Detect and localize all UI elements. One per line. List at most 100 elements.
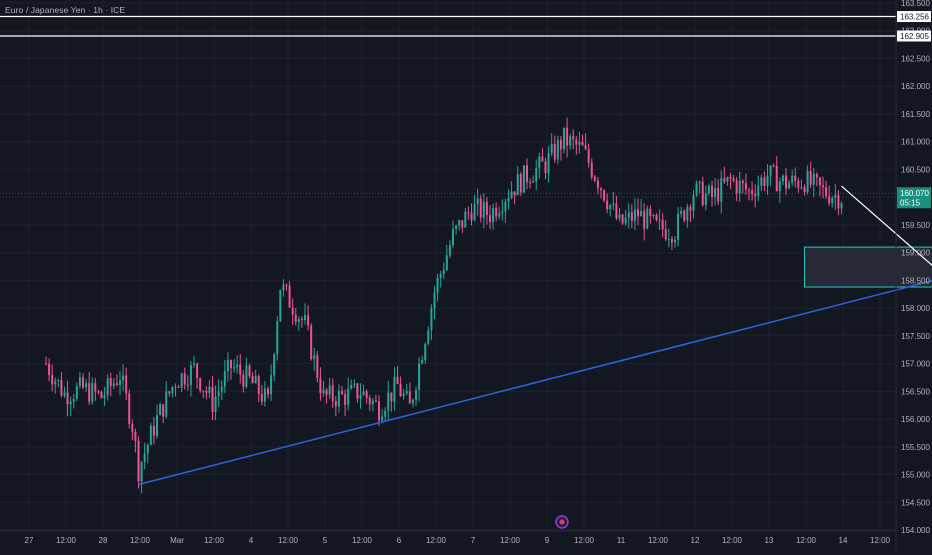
candle-body (227, 360, 229, 371)
candle-body (165, 391, 167, 416)
time-tick-label: 4 (249, 536, 254, 545)
candle-body (301, 319, 303, 320)
candle-body (282, 285, 284, 290)
candle-body (199, 378, 201, 390)
candle-body (332, 385, 334, 401)
candle-body (264, 389, 266, 402)
candle-body (261, 394, 263, 402)
candle-body (295, 315, 297, 322)
candle-body (187, 384, 189, 385)
candle-body (313, 355, 315, 359)
candle-body (344, 394, 346, 405)
candle-body (406, 391, 408, 393)
candle-body (292, 307, 294, 314)
level-price-label: 163.256 (900, 13, 929, 22)
candle-body (545, 162, 547, 174)
candle-body (751, 190, 753, 194)
candle-body (797, 181, 799, 188)
candle-body (591, 163, 593, 177)
candle-body (387, 393, 389, 411)
candle-body (609, 205, 611, 209)
price-tick-label: 158.000 (901, 304, 930, 313)
candle-body (671, 239, 673, 243)
candle-body (73, 399, 75, 402)
candle-body (508, 198, 510, 201)
candle-body (455, 226, 457, 229)
candle-body (267, 389, 269, 395)
candle-body (517, 174, 519, 195)
candle-body (637, 209, 639, 216)
candle-body (717, 188, 719, 202)
candle-body (560, 140, 562, 150)
price-tick-label: 161.000 (901, 138, 930, 147)
candle-body (397, 377, 399, 384)
candle-body (236, 365, 238, 368)
time-tick-label: 12:00 (870, 536, 891, 545)
candle-body (54, 381, 56, 384)
candle-body (258, 376, 260, 394)
price-tick-label: 154.500 (901, 498, 930, 507)
candle-body (233, 367, 235, 368)
candle-body (239, 365, 241, 375)
candle-body (245, 366, 247, 387)
candle-body (249, 366, 251, 376)
candle-body (640, 211, 642, 216)
candle-body (785, 176, 787, 189)
candle-body (652, 215, 654, 216)
level-price-label: 162.905 (900, 32, 929, 41)
candle-body (381, 417, 383, 421)
candle-body (85, 383, 87, 387)
candle-body (720, 178, 722, 202)
candle-body (810, 171, 812, 185)
candle-body (831, 198, 833, 203)
candle-body (356, 383, 358, 398)
candle-body (430, 308, 432, 330)
candle-body (523, 165, 525, 192)
candle-body (634, 209, 636, 221)
candle-body (612, 203, 614, 205)
countdown-label: 05:15 (900, 198, 921, 207)
candle-body (119, 380, 121, 385)
candle-body (252, 376, 254, 383)
candle-body (82, 377, 84, 387)
candle-body (603, 190, 605, 201)
candle-body (471, 213, 473, 220)
time-tick-label: 6 (397, 536, 402, 545)
candle-body (276, 321, 278, 354)
economic-event-icon[interactable] (556, 516, 568, 528)
grid (0, 0, 896, 531)
candle-body (464, 212, 466, 228)
candle-body (730, 177, 732, 179)
candle-body (60, 380, 62, 396)
candle-body (329, 385, 331, 394)
candle-body (212, 387, 214, 412)
candle-body (646, 209, 648, 229)
candle-body (104, 395, 106, 398)
candle-body (393, 377, 395, 401)
candle-body (319, 378, 321, 393)
candle-body (662, 220, 664, 230)
candle-body (57, 380, 59, 381)
candle-body (588, 149, 590, 163)
candle-body (427, 330, 429, 344)
candle-body (147, 445, 149, 454)
candle-body (582, 142, 584, 145)
candle-body (625, 218, 627, 224)
candle-body (310, 326, 312, 359)
candle-body (631, 212, 633, 221)
candle-body (739, 181, 741, 193)
time-tick-label: 11 (617, 536, 626, 545)
candle-body (776, 166, 778, 191)
candle-body (770, 166, 772, 176)
candle-body (125, 375, 127, 393)
candle-body (819, 178, 821, 186)
candle-body (97, 392, 99, 393)
candle-body (242, 375, 244, 387)
candle-body (76, 386, 78, 399)
candle-body (594, 177, 596, 181)
price-tick-label: 157.000 (901, 360, 930, 369)
price-tick-label: 163.500 (901, 0, 930, 8)
